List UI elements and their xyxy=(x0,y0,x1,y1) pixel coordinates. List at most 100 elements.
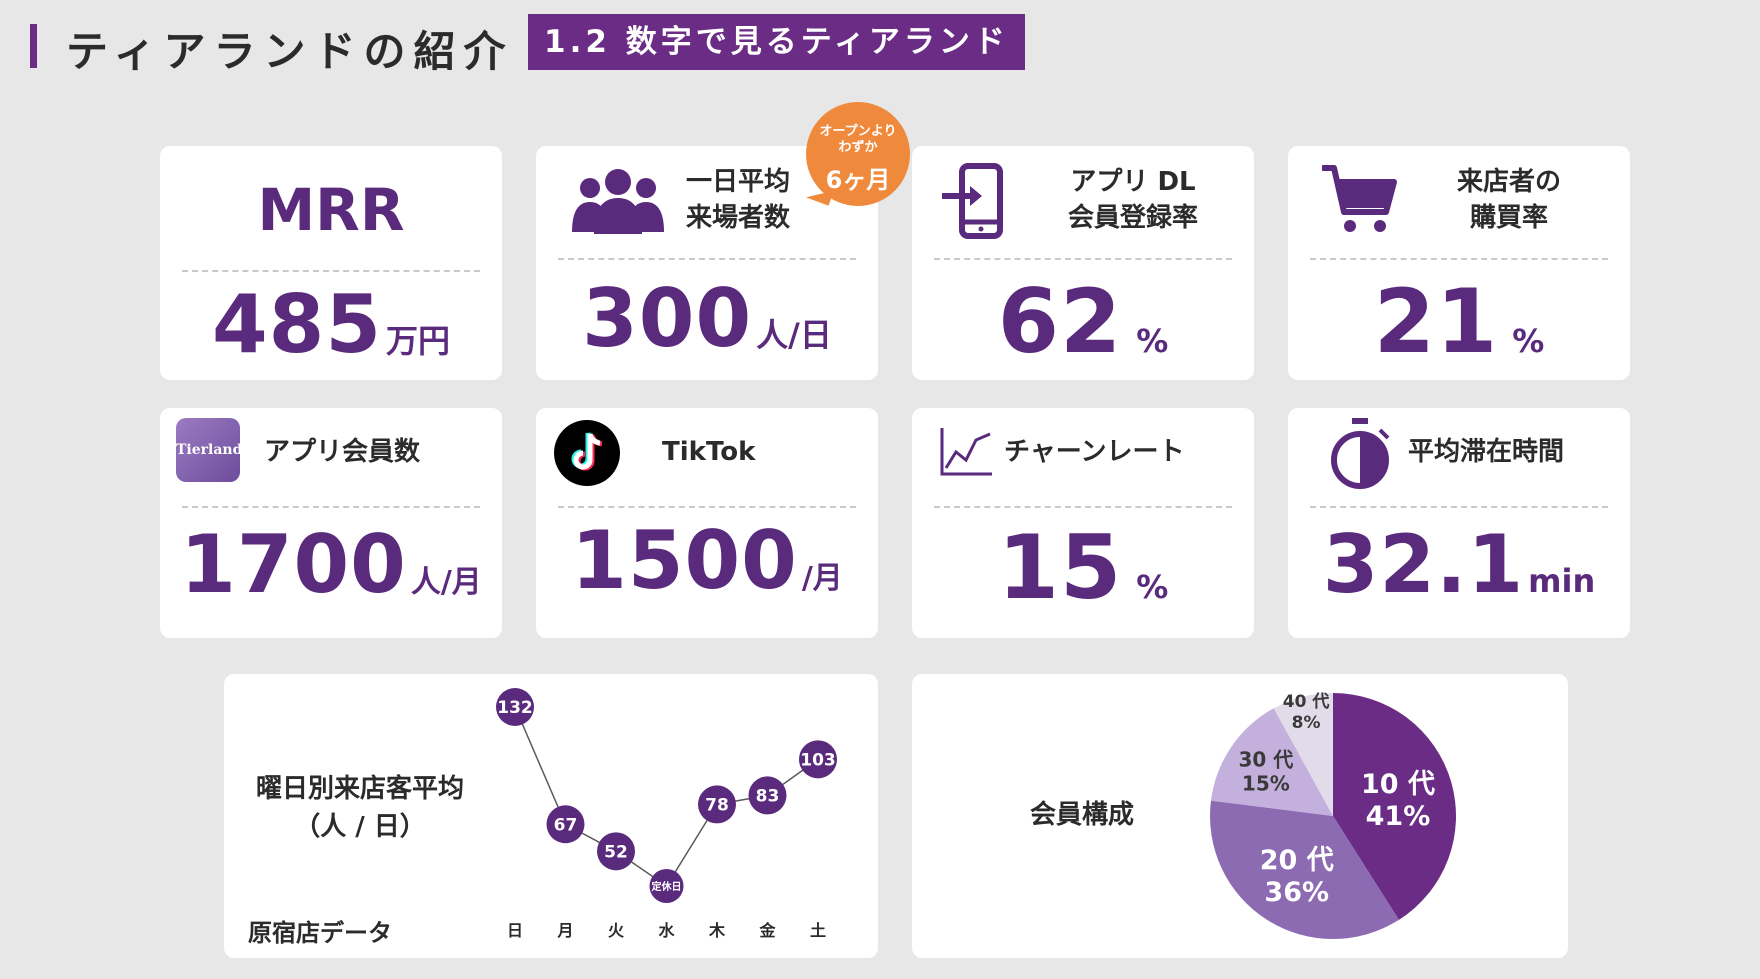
badge-line2: わずか xyxy=(838,140,878,155)
divider xyxy=(182,270,480,272)
shopping-cart-icon xyxy=(1322,165,1397,232)
data-point xyxy=(597,832,635,871)
mrr-card: MRR 485 万円 xyxy=(160,146,502,380)
churn-label: チャーンレート xyxy=(1004,437,1185,467)
pie-slice xyxy=(1333,693,1456,920)
composition-title: 会員構成 xyxy=(1030,800,1135,830)
divider xyxy=(1310,506,1608,508)
app-dl-number: 62 xyxy=(997,270,1123,373)
members-card: Tierland アプリ会員数 1700 人/月 xyxy=(160,408,502,638)
phone-login-icon xyxy=(942,163,1003,239)
tiktok-icon xyxy=(554,420,620,486)
header-accent-bar xyxy=(30,24,37,68)
stay-card: 平均滞在時間 32.1 min xyxy=(1288,408,1630,638)
members-label: アプリ会員数 xyxy=(264,437,421,467)
visitors-label: 一日平均 来場者数 xyxy=(686,164,790,236)
stay-number: 32.1 xyxy=(1322,518,1525,611)
churn-number: 15 xyxy=(997,516,1123,619)
pie-slice-value: 41% xyxy=(1366,801,1431,832)
stay-unit: min xyxy=(1528,562,1596,600)
badge-text: オープンより わずか xyxy=(806,124,910,156)
app-dl-value: 62% xyxy=(912,270,1254,373)
tierland-app-icon: Tierland xyxy=(176,418,242,482)
tiktok-number: 1500 xyxy=(571,514,798,607)
x-tick-label: 水 xyxy=(658,921,675,940)
weekly-footer: 原宿店データ xyxy=(248,919,392,947)
divider xyxy=(1310,258,1608,260)
closed-day-label: 定休日 xyxy=(652,880,682,893)
divider xyxy=(934,258,1232,260)
weekly-chart-card: 曜日別来店客平均 （人 / 日） 原宿店データ 132 日 67 月 52 火 定休日水 78… xyxy=(224,674,878,958)
pie-slice-value: 36% xyxy=(1264,877,1329,908)
tiktok-label: TikTok xyxy=(662,437,756,467)
pie-slice-value: 15% xyxy=(1242,771,1290,795)
mrr-title: MRR xyxy=(257,176,405,244)
data-label: 78 xyxy=(705,795,729,815)
data-point xyxy=(748,776,787,815)
members-value: 1700 人/月 xyxy=(160,518,502,611)
churn-value: 15% xyxy=(912,516,1254,619)
members-unit: 人/月 xyxy=(410,565,482,600)
visitors-label-line2: 来場者数 xyxy=(686,203,791,233)
section-subtitle: 1.2 数字で見るティアランド xyxy=(528,14,1025,70)
pie-slice xyxy=(1210,708,1333,816)
visitors-value: 300 人/日 xyxy=(536,272,878,365)
stopwatch-icon xyxy=(1331,418,1390,489)
stay-label: 平均滞在時間 xyxy=(1408,437,1565,467)
divider xyxy=(182,506,480,508)
data-label: 103 xyxy=(800,750,836,770)
visitors-unit: 人/日 xyxy=(756,316,832,354)
member-pie-chart: 10 代41% 20 代36% 30 代15% 40 代8% xyxy=(1210,691,1456,940)
pie-slice-value: 8% xyxy=(1292,713,1321,733)
badge-big-text: 6ヶ月 xyxy=(825,166,891,194)
mrr-value: 485 万円 xyxy=(160,278,502,371)
data-label: 52 xyxy=(604,842,628,862)
purchase-number: 21 xyxy=(1373,270,1499,373)
member-composition-card: 会員構成 10 代 41% 20 代 36% 30 代 15% 40 代 8% xyxy=(912,674,1568,958)
badge-line1: オープンより xyxy=(819,124,897,139)
divider xyxy=(558,506,856,508)
x-tick-label: 木 xyxy=(708,921,726,940)
purchase-unit: % xyxy=(1512,322,1545,360)
closed-day-marker xyxy=(649,869,684,903)
churn-card: チャーンレート 15% xyxy=(912,408,1254,638)
data-label: 132 xyxy=(497,698,533,718)
app-dl-label-line1: アプリ DL xyxy=(1070,167,1196,197)
mrr-number: 485 xyxy=(211,278,382,371)
data-label: 67 xyxy=(554,815,578,835)
opening-badge: オープンより わずか 6ヶ月 xyxy=(806,102,910,206)
page-title: ティアランドの紹介 xyxy=(66,27,514,76)
line-chart-icon xyxy=(940,428,992,476)
x-tick-label: 月 xyxy=(556,921,573,940)
x-tick-label: 日 xyxy=(507,921,523,940)
tiktok-card: TikTok 1500/月 xyxy=(536,408,878,638)
data-point xyxy=(799,740,837,779)
data-point xyxy=(546,805,585,844)
pie-slice-label: 30 代 xyxy=(1238,747,1293,771)
x-tick-label: 火 xyxy=(608,921,625,940)
data-point xyxy=(496,688,534,726)
tiktok-unit: /月 xyxy=(801,561,843,596)
mrr-unit: 万円 xyxy=(385,322,450,360)
app-dl-unit: % xyxy=(1136,322,1169,360)
members-number: 1700 xyxy=(180,518,407,611)
purchase-value: 21% xyxy=(1288,270,1630,373)
x-tick-label: 金 xyxy=(758,921,776,940)
stay-value: 32.1 min xyxy=(1288,518,1630,611)
purchase-label: 来店者の 購買率 xyxy=(1408,164,1610,236)
tiktok-value: 1500/月 xyxy=(536,514,878,607)
data-point xyxy=(698,785,736,824)
tiktok-note-icon xyxy=(571,432,603,471)
pie-slice-label: 10 代 xyxy=(1361,769,1435,800)
app-dl-card: アプリ DL 会員登録率 62% xyxy=(912,146,1254,380)
visitors-label-line1: 一日平均 xyxy=(686,167,791,197)
data-label: 83 xyxy=(756,786,780,806)
purchase-card: 来店者の 購買率 21% xyxy=(1288,146,1630,380)
weekly-title-line2: （人 / 日） xyxy=(294,812,426,842)
app-dl-label-line2: 会員登録率 xyxy=(1067,203,1198,233)
weekly-chart-title: 曜日別来店客平均 （人 / 日） xyxy=(238,770,482,846)
x-tick-label: 土 xyxy=(810,921,826,940)
weekly-title-line1: 曜日別来店客平均 xyxy=(255,774,464,804)
churn-unit: % xyxy=(1136,568,1169,606)
